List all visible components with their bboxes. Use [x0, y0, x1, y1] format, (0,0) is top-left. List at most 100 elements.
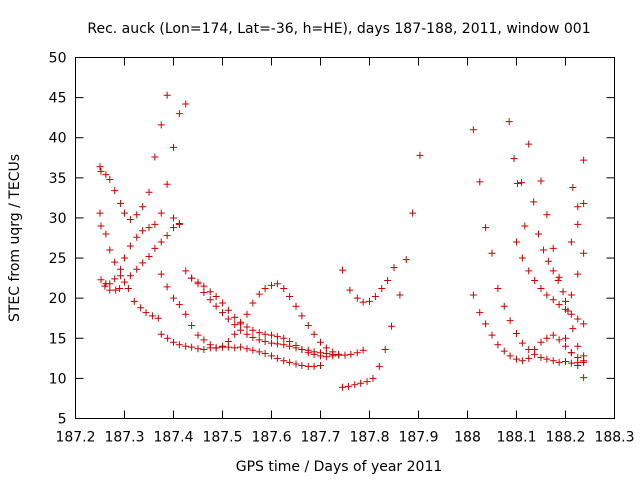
- data-point: [286, 337, 294, 345]
- data-point: [562, 297, 569, 305]
- data-point: [133, 233, 141, 241]
- data-point: [97, 167, 105, 175]
- data-point: [500, 302, 508, 310]
- data-point: [117, 200, 125, 208]
- data-point: [567, 349, 575, 357]
- data-point: [126, 272, 134, 280]
- data-point: [111, 258, 119, 266]
- data-point: [111, 187, 119, 195]
- data-point: [506, 317, 514, 325]
- data-point: [476, 178, 484, 186]
- data-point: [117, 265, 125, 273]
- y-axis-label: STEC from uqrg / TECUs: [7, 154, 23, 322]
- data-point: [341, 351, 349, 359]
- data-point: [255, 348, 263, 356]
- data-point: [292, 302, 300, 310]
- data-point: [530, 198, 538, 206]
- data-point: [117, 272, 125, 280]
- data-point: [280, 341, 288, 349]
- y-tick-label: 25: [49, 251, 67, 267]
- data-point: [580, 358, 588, 366]
- data-point: [224, 337, 232, 345]
- data-point: [124, 285, 132, 293]
- data-point: [175, 110, 183, 118]
- data-point: [525, 346, 533, 354]
- data-point: [249, 333, 257, 341]
- data-point: [188, 274, 196, 282]
- data-point: [574, 354, 582, 362]
- data-point: [175, 220, 183, 228]
- data-point: [525, 140, 533, 148]
- data-point: [506, 352, 514, 360]
- data-point: [96, 163, 104, 171]
- data-point: [580, 156, 588, 164]
- data-point: [194, 345, 202, 353]
- data-point: [574, 220, 582, 228]
- data-point: [273, 280, 281, 288]
- data-point: [574, 342, 582, 350]
- data-point: [298, 312, 306, 320]
- data-point: [106, 246, 114, 254]
- data-point: [268, 339, 275, 347]
- data-point: [106, 280, 114, 288]
- data-point: [142, 309, 150, 317]
- x-tick-label: 187.6: [251, 430, 291, 446]
- data-point: [121, 254, 128, 262]
- data-point: [339, 266, 347, 274]
- data-point: [298, 346, 306, 354]
- data-point: [219, 342, 226, 350]
- data-point: [304, 349, 312, 357]
- data-point: [194, 278, 202, 286]
- data-point: [488, 249, 496, 257]
- data-point: [555, 301, 563, 309]
- data-point: [567, 310, 575, 318]
- data-point: [133, 211, 141, 219]
- data-point: [562, 342, 569, 350]
- data-point: [574, 315, 582, 323]
- x-tick-label: 187.8: [349, 430, 389, 446]
- data-point: [139, 203, 147, 211]
- plot-frame: [75, 57, 615, 419]
- data-point: [537, 354, 545, 362]
- data-point: [559, 288, 567, 296]
- data-point: [339, 383, 347, 391]
- data-point: [569, 325, 577, 333]
- data-point: [261, 350, 269, 358]
- data-point: [521, 222, 529, 230]
- data-point: [170, 143, 177, 151]
- x-tick-label: 188: [454, 430, 481, 446]
- data-point: [531, 277, 539, 285]
- data-point: [569, 183, 577, 191]
- data-point: [170, 338, 177, 346]
- data-point: [381, 346, 389, 354]
- data-point: [544, 257, 552, 265]
- data-point: [255, 290, 263, 298]
- data-point: [243, 323, 251, 331]
- data-point: [344, 382, 352, 390]
- data-point: [513, 355, 520, 363]
- y-tick-label: 20: [49, 291, 67, 307]
- y-tick-label: 35: [49, 171, 67, 187]
- data-point: [237, 318, 245, 326]
- data-point: [130, 297, 138, 305]
- data-point: [298, 362, 306, 370]
- data-point: [537, 338, 545, 346]
- data-point: [567, 238, 575, 246]
- data-point: [133, 265, 141, 273]
- y-tick-label: 5: [58, 412, 67, 428]
- data-point: [212, 293, 220, 301]
- data-point: [116, 285, 124, 293]
- data-point: [317, 338, 324, 346]
- data-point: [310, 350, 318, 358]
- data-point: [574, 270, 582, 278]
- data-point: [151, 153, 159, 161]
- data-point: [351, 381, 359, 389]
- data-point: [219, 299, 226, 307]
- y-tick-label: 30: [49, 211, 67, 227]
- data-point: [280, 334, 288, 342]
- data-point: [543, 355, 551, 363]
- data-point: [366, 297, 373, 305]
- data-point: [249, 326, 257, 334]
- data-point: [243, 330, 251, 338]
- data-point: [139, 259, 147, 267]
